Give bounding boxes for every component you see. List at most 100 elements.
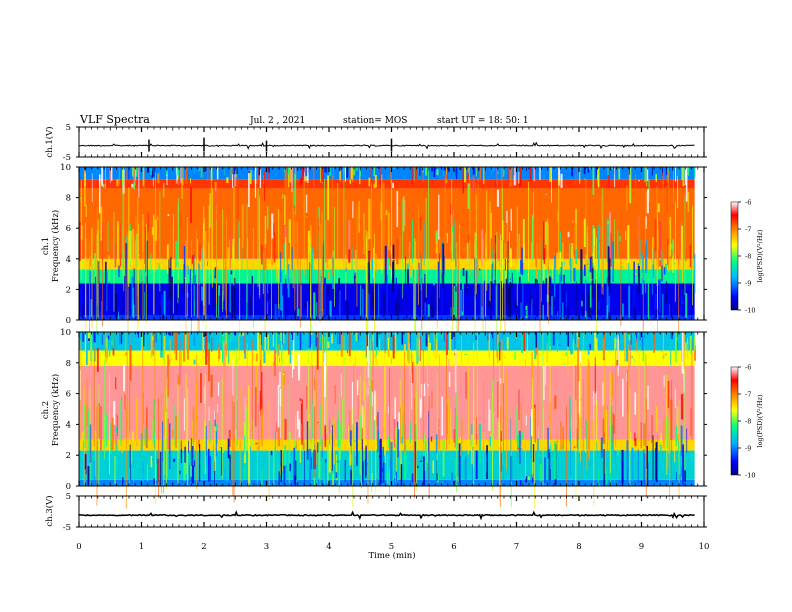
ch2-spec-streak: [342, 398, 344, 441]
ch2-spec-streak: [273, 349, 277, 377]
ch1-spec-streak: [579, 167, 581, 184]
ch2-spec-streak: [87, 332, 90, 342]
ch2-spec-streak: [348, 425, 350, 448]
ch1-spec-streak: [609, 275, 611, 320]
ch1-spec-streak: [102, 183, 105, 188]
ch2-spec-sferic: [352, 407, 354, 508]
ch1-spec-streak: [591, 256, 594, 298]
ch1-spec-streak: [248, 170, 250, 207]
ch1-spec-sferic: [547, 218, 548, 318]
ch1-spec-streak: [539, 167, 541, 180]
ch2-spec-streak: [323, 352, 326, 397]
ch2-spec-sferic: [177, 384, 179, 485]
ch1-spec-band: [79, 188, 695, 259]
ch1-spec-streak: [417, 167, 420, 179]
ch1-spec-streak: [349, 168, 351, 180]
ch1-spec-streak: [467, 183, 470, 209]
ch2-spec-streak: [640, 422, 642, 449]
ch2-spec-streak: [441, 332, 443, 339]
ch1-spec-streak: [597, 167, 599, 184]
ch2-spec-streak: [411, 373, 413, 410]
ch1-spec-streak: [509, 232, 510, 272]
ch2-spec-streak: [310, 332, 313, 335]
ch1-spec-streak: [193, 254, 195, 300]
ch2-spec-streak: [292, 332, 294, 340]
ch2-spec-streak: [189, 467, 191, 477]
ch1-spec-streak: [351, 246, 353, 270]
ch1-spec-streak: [586, 233, 589, 278]
ch1-spec-streak: [193, 167, 196, 174]
ch1-spec-streak: [202, 167, 204, 181]
ch1-spec-streak: [359, 167, 361, 176]
ch2-spec-streak: [388, 332, 389, 338]
ch1-spec-streak: [385, 210, 388, 216]
ch1-spec-streak: [581, 300, 583, 307]
ch2-spec-streak: [546, 343, 548, 363]
ch1-spec-streak: [360, 285, 362, 316]
ch1-spec-sferic: [145, 224, 147, 324]
ch1-spec-streak: [430, 303, 432, 313]
ch1-spec-sferic: [287, 189, 289, 289]
ch2-spec-streak: [674, 440, 676, 463]
ch1-spec-cb-tick-label: -6: [745, 199, 751, 207]
ch2-spec-sferic: [524, 358, 526, 459]
ch1-spec-sferic: [371, 183, 372, 283]
ch1-spec-streak: [276, 262, 278, 282]
ch1-spec-streak: [96, 167, 97, 176]
ch1-spec-sferic: [474, 232, 476, 333]
ch1-spec-streak: [567, 309, 570, 319]
ch1-spec-streak: [681, 289, 684, 310]
ch1-spec-sferic: [125, 220, 127, 320]
ch2-spec-streak: [497, 381, 499, 418]
ch2-spec-streak: [241, 452, 244, 482]
ch1-spec-streak: [232, 174, 233, 188]
ch2-spec-streak: [141, 332, 143, 355]
ch1-spec-streak: [614, 219, 615, 265]
ch1-spec-streak: [425, 167, 428, 176]
ch2-spec-streak: [562, 427, 564, 450]
ch1-spec-streak: [455, 248, 457, 268]
ch1-spec-sferic: [539, 236, 541, 336]
ch1-spec-streak: [267, 270, 269, 314]
ch1-spec-streak: [404, 200, 406, 226]
ch2-spec-streak: [472, 332, 475, 336]
ch1-spec-streak: [655, 309, 657, 318]
ch1-spec-sferic: [667, 169, 669, 269]
ch2-spec-streak: [577, 430, 579, 451]
ch1-spec-sferic: [294, 210, 296, 311]
ch2-spec-streak: [357, 388, 359, 419]
ch1-spec-streak: [524, 309, 527, 316]
ch2-spec-streak: [460, 438, 462, 472]
ch2-spec-streak: [489, 436, 491, 447]
ch1-spec-streak: [567, 231, 570, 238]
ch1-spec-streak: [384, 245, 387, 285]
ch1-spec-sferic: [402, 198, 404, 299]
ch1-spec-streak: [268, 167, 270, 173]
ch2-spec-streak: [662, 355, 665, 358]
ch2-spec-sferic: [609, 372, 611, 473]
ch2-spec-streak: [213, 445, 214, 479]
ch1-spec-streak: [166, 174, 168, 186]
ch1-spec-streak: [264, 170, 266, 201]
ch1-spec-streak: [128, 167, 130, 180]
ch1-spec-streak: [584, 178, 585, 180]
ch1-spec-streak: [609, 212, 611, 257]
ch2-spec-streak: [598, 483, 601, 486]
ch2-spec-streak: [161, 332, 163, 351]
ch2-spec-streak: [105, 347, 107, 364]
ch2-spec-streak: [628, 332, 631, 341]
ch2-spec-sferic: [98, 385, 100, 486]
ch2-spec-streak: [443, 332, 445, 342]
ch1-spec-streak: [280, 252, 282, 283]
ch1-spec-streak: [183, 246, 186, 278]
ch1-spec-streak: [592, 167, 595, 195]
ch2-spec-streak: [273, 447, 275, 486]
ch1-spec-streak: [207, 261, 208, 267]
ch2-spec-streak: [605, 467, 608, 485]
ch2-spec-streak: [283, 370, 286, 386]
ch2-spec-streak: [584, 438, 587, 453]
ch1-spec-streak: [373, 167, 376, 177]
ch2-spec-streak: [230, 332, 232, 341]
ch2-label-line1: ch.2: [41, 401, 51, 419]
